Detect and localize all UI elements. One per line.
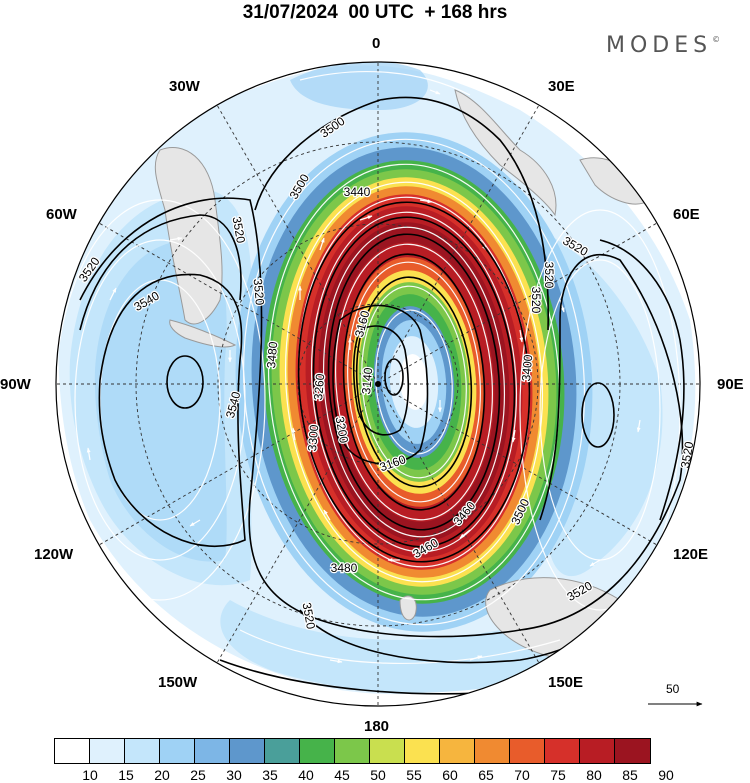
colorbar-swatch — [55, 739, 90, 763]
lon-label-120w: 120W — [34, 546, 74, 563]
brand-name: MODES — [606, 33, 713, 58]
colorbar-tick-label: 20 — [154, 767, 170, 783]
colorbar-swatch — [335, 739, 370, 763]
contour-3520-outer — [79, 197, 684, 638]
contour-label: 3440 — [344, 185, 371, 199]
map-border — [55, 61, 701, 707]
colorbar-tick-label: 10 — [82, 767, 98, 783]
lon-label-30e: 30E — [548, 78, 575, 95]
colorbar-swatch — [475, 739, 510, 763]
colorbar-tick-label: 40 — [298, 767, 314, 783]
contour-label: 3520 — [300, 601, 318, 630]
lon-label-180: 180 — [364, 718, 390, 735]
lon-label-30w: 30W — [169, 78, 200, 95]
colorbar-swatch — [615, 739, 650, 763]
contour-3500 — [254, 96, 550, 331]
colorbar-tick-label: 50 — [370, 767, 386, 783]
contour-3520-west — [79, 214, 242, 331]
lon-label-90w: 90W — [0, 376, 31, 393]
colorbar-swatch — [265, 739, 300, 763]
colorbar-swatch — [440, 739, 475, 763]
colorbar-swatch — [580, 739, 615, 763]
contour-label: 3520 — [678, 440, 696, 469]
colorbar-swatch — [300, 739, 335, 763]
streamlines — [56, 70, 681, 664]
reference-arrow-icon — [648, 701, 703, 707]
map-field — [56, 62, 700, 706]
colorbar-swatch — [195, 739, 230, 763]
colorbar-tick-label: 65 — [478, 767, 494, 783]
colorbar-tick-label: 70 — [514, 767, 530, 783]
colorbar-swatch — [125, 739, 160, 763]
height-contours — [79, 96, 685, 695]
south-pole-marker — [375, 381, 381, 387]
colorbar-tick-label: 15 — [118, 767, 134, 783]
contour-low-west — [166, 355, 204, 409]
contour-3520-far-east — [599, 239, 685, 521]
lon-label-150e: 150E — [548, 674, 584, 691]
contour-3160 — [332, 304, 429, 465]
colorbar-swatch — [545, 739, 580, 763]
new-zealand — [399, 595, 417, 621]
contour-label: 3140 — [359, 367, 375, 395]
colorbar-swatch — [510, 739, 545, 763]
speed-band-20-south — [220, 600, 577, 693]
contour-label: 3520 — [529, 287, 543, 314]
contour-label: 3300 — [305, 424, 321, 452]
lon-label-90e: 90E — [717, 376, 744, 393]
colorbar-tick-label: 80 — [586, 767, 602, 783]
contour-label: 3520 — [542, 262, 556, 289]
lon-label-60e: 60E — [673, 206, 700, 223]
contour-label: 3200 — [333, 415, 351, 444]
colorbar-tick-label: 85 — [622, 767, 638, 783]
reference-vector-label: 50 — [666, 682, 680, 696]
contour-label: 3480 — [331, 561, 358, 575]
copyright-mark: © — [712, 35, 721, 44]
colorbar-swatch — [90, 739, 125, 763]
colorbar-swatch — [230, 739, 265, 763]
colorbar — [54, 738, 651, 764]
colorbar-tick-label: 60 — [442, 767, 458, 783]
lon-label-60w: 60W — [46, 206, 77, 223]
colorbar-swatch — [370, 739, 405, 763]
graticule — [56, 62, 700, 706]
contour-centre — [384, 358, 404, 396]
colorbar-tick-label: 55 — [406, 767, 422, 783]
colorbar-tick-label: 90 — [658, 767, 674, 783]
antarctic-peninsula — [169, 319, 237, 348]
contour-label: 3400 — [519, 354, 535, 382]
contour-label: 3480 — [264, 341, 280, 369]
contour-3140 — [352, 325, 410, 436]
contour-3540 — [98, 273, 246, 548]
contour-label: 3260 — [311, 373, 327, 401]
contour-label: 3520 — [230, 215, 248, 244]
lon-label-120e: 120E — [673, 546, 709, 563]
contour-label: 3520 — [251, 278, 267, 306]
lon-label-0: 0 — [372, 35, 381, 52]
colorbar-tick-label: 25 — [190, 767, 206, 783]
reference-vector: 50 — [646, 682, 706, 712]
colorbar-tick-label: 45 — [334, 767, 350, 783]
colorbar-ticks: 10 15 20 25 30 35 40 45 50 55 60 65 70 75 80 85 90 — [54, 767, 702, 783]
lon-label-150w: 150W — [158, 674, 198, 691]
colorbar-tick-label: 35 — [262, 767, 278, 783]
colorbar-swatch — [160, 739, 195, 763]
modes-logo: MODES© — [606, 33, 720, 58]
colorbar-swatch — [405, 739, 440, 763]
africa — [454, 89, 557, 217]
colorbar-tick-label: 75 — [550, 767, 566, 783]
colorbar-tick-label: 30 — [226, 767, 242, 783]
contour-high-east — [581, 382, 615, 448]
map-title: 31/07/2024 00 UTC + 168 hrs — [242, 2, 508, 23]
